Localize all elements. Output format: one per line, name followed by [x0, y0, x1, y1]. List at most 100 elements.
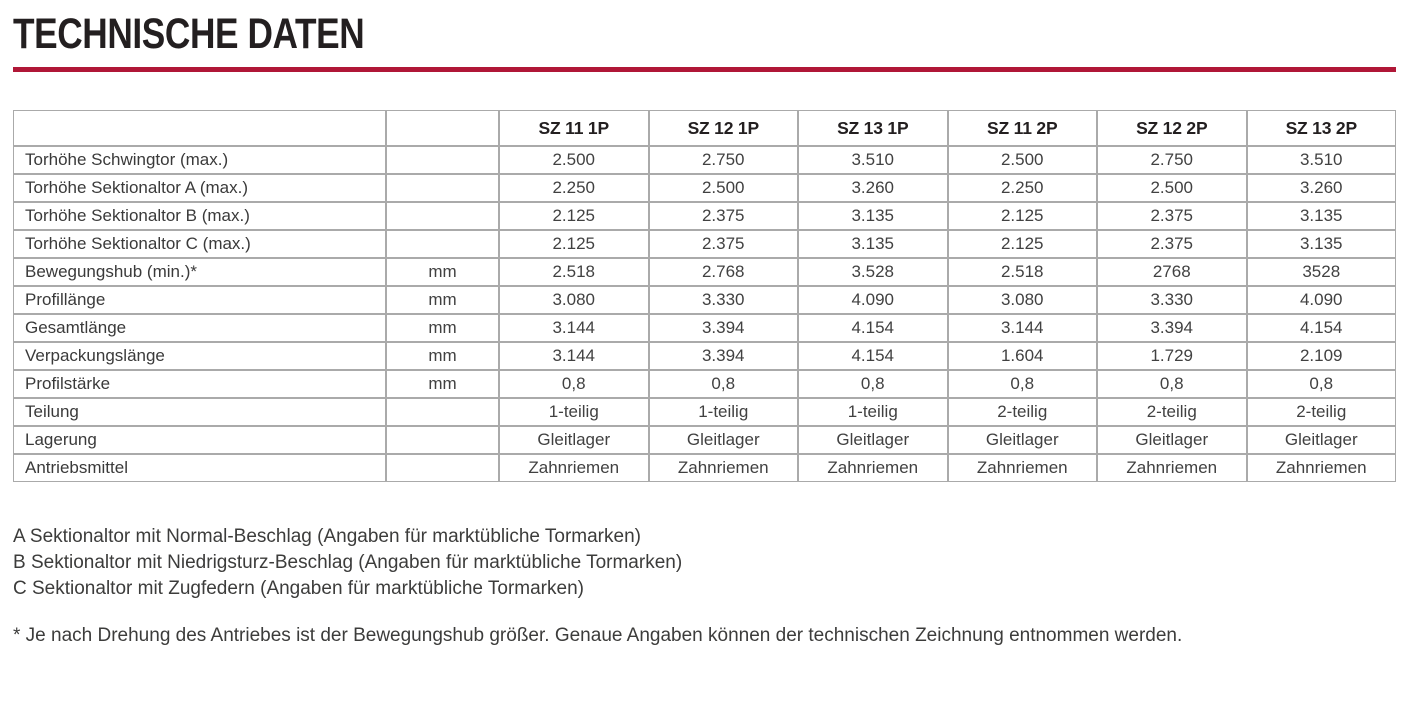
value-cell: 2.500: [648, 174, 798, 202]
value-cell: 0,8: [947, 370, 1097, 398]
column-header: SZ 13 2P: [1246, 110, 1396, 146]
value-cell: 3528: [1246, 258, 1396, 286]
value-cell: 3.144: [499, 342, 649, 370]
value-cell: 2.500: [1097, 174, 1247, 202]
row-unit: [386, 202, 499, 230]
row-unit: mm: [386, 258, 499, 286]
value-cell: 2.750: [1097, 146, 1247, 174]
value-cell: 1.604: [947, 342, 1097, 370]
footnotes-block: A Sektionaltor mit Normal-Beschlag (Anga…: [13, 524, 1396, 602]
row-label: Torhöhe Sektionaltor B (max.): [13, 202, 386, 230]
row-unit: [386, 454, 499, 482]
value-cell: 3.260: [798, 174, 948, 202]
table-row: Bewegungshub (min.)* mm 2.518 2.768 3.528 2.5…: [13, 258, 1396, 286]
value-cell: 4.154: [798, 314, 948, 342]
value-cell: 0,8: [1097, 370, 1247, 398]
row-unit: [386, 426, 499, 454]
row-unit: [386, 230, 499, 258]
footnote-b: B Sektionaltor mit Niedrigsturz-Beschlag…: [13, 552, 683, 573]
value-cell: 0,8: [1246, 370, 1396, 398]
table-row: Torhöhe Sektionaltor A (max.) 2.250 2.500 3…: [13, 174, 1396, 202]
value-cell: 3.135: [1246, 202, 1396, 230]
value-cell: 1-teilig: [648, 398, 798, 426]
row-label: Verpackungslänge: [13, 342, 386, 370]
table-row: Antriebsmittel Zahnriemen Zahnriemen Zahnri…: [13, 454, 1396, 482]
value-cell: 2.375: [648, 202, 798, 230]
value-cell: 2-teilig: [1246, 398, 1396, 426]
value-cell: Zahnriemen: [648, 454, 798, 482]
value-cell: 3.330: [1097, 286, 1247, 314]
value-cell: Gleitlager: [499, 426, 649, 454]
table-row: Teilung 1-teilig 1-teilig 1-teilig 2-teilig 2…: [13, 398, 1396, 426]
value-cell: 2.375: [1097, 230, 1247, 258]
header-unit-spacer: [386, 110, 499, 146]
row-unit: [386, 146, 499, 174]
value-cell: 2.250: [499, 174, 649, 202]
row-unit: mm: [386, 314, 499, 342]
value-cell: 3.260: [1246, 174, 1396, 202]
value-cell: 2.375: [648, 230, 798, 258]
value-cell: 3.144: [947, 314, 1097, 342]
value-cell: Zahnriemen: [1097, 454, 1247, 482]
value-cell: 2.125: [947, 230, 1097, 258]
footnote-a: A Sektionaltor mit Normal-Beschlag (Anga…: [13, 526, 641, 547]
asterisk-note: * Je nach Drehung des Antriebes ist der …: [13, 625, 1183, 646]
value-cell: 1-teilig: [798, 398, 948, 426]
value-cell: 0,8: [798, 370, 948, 398]
value-cell: 0,8: [499, 370, 649, 398]
value-cell: Zahnriemen: [499, 454, 649, 482]
value-cell: 2.500: [947, 146, 1097, 174]
value-cell: 4.090: [798, 286, 948, 314]
footnote-c: C Sektionaltor mit Zugfedern (Angaben fü…: [13, 578, 584, 599]
value-cell: 2768: [1097, 258, 1247, 286]
value-cell: 3.394: [648, 342, 798, 370]
row-label: Torhöhe Sektionaltor A (max.): [13, 174, 386, 202]
value-cell: 2.518: [499, 258, 649, 286]
value-cell: Zahnriemen: [947, 454, 1097, 482]
table-row: Verpackungslänge mm 3.144 3.394 4.154 1.604 1.…: [13, 342, 1396, 370]
value-cell: 2.125: [947, 202, 1097, 230]
value-cell: 2.750: [648, 146, 798, 174]
value-cell: 1-teilig: [499, 398, 649, 426]
table-row: Profilstärke mm 0,8 0,8 0,8 0,8 0,8 0,8: [13, 370, 1396, 398]
value-cell: 3.080: [947, 286, 1097, 314]
table-row: Torhöhe Sektionaltor B (max.) 2.125 2.375 3…: [13, 202, 1396, 230]
row-unit: mm: [386, 370, 499, 398]
column-header: SZ 11 1P: [499, 110, 649, 146]
value-cell: 2.518: [947, 258, 1097, 286]
value-cell: 0,8: [648, 370, 798, 398]
value-cell: Gleitlager: [1097, 426, 1247, 454]
title-accent-rule: [13, 67, 1396, 72]
table-row: Torhöhe Schwingtor (max.) 2.500 2.750 3.510…: [13, 146, 1396, 174]
row-label: Profilstärke: [13, 370, 386, 398]
value-cell: Zahnriemen: [798, 454, 948, 482]
value-cell: 3.135: [798, 230, 948, 258]
value-cell: 3.394: [1097, 314, 1247, 342]
row-label: Antriebsmittel: [13, 454, 386, 482]
value-cell: Gleitlager: [798, 426, 948, 454]
column-header: SZ 13 1P: [798, 110, 948, 146]
value-cell: 1.729: [1097, 342, 1247, 370]
row-unit: mm: [386, 342, 499, 370]
row-label: Profillänge: [13, 286, 386, 314]
table-row: Profillänge mm 3.080 3.330 4.090 3.080 3.330 4.…: [13, 286, 1396, 314]
value-cell: Gleitlager: [1246, 426, 1396, 454]
value-cell: 2.500: [499, 146, 649, 174]
value-cell: 2.250: [947, 174, 1097, 202]
value-cell: 3.510: [1246, 146, 1396, 174]
value-cell: Gleitlager: [648, 426, 798, 454]
table-row: Gesamtlänge mm 3.144 3.394 4.154 3.144 3.394 4.…: [13, 314, 1396, 342]
column-header: SZ 11 2P: [947, 110, 1097, 146]
value-cell: 2.125: [499, 230, 649, 258]
value-cell: 2-teilig: [947, 398, 1097, 426]
row-label: Lagerung: [13, 426, 386, 454]
value-cell: 3.135: [798, 202, 948, 230]
value-cell: Gleitlager: [947, 426, 1097, 454]
table-row: Torhöhe Sektionaltor C (max.) 2.125 2.375 3…: [13, 230, 1396, 258]
row-label: Gesamtlänge: [13, 314, 386, 342]
value-cell: 3.330: [648, 286, 798, 314]
value-cell: 3.528: [798, 258, 948, 286]
value-cell: 4.090: [1246, 286, 1396, 314]
column-header: SZ 12 2P: [1097, 110, 1247, 146]
